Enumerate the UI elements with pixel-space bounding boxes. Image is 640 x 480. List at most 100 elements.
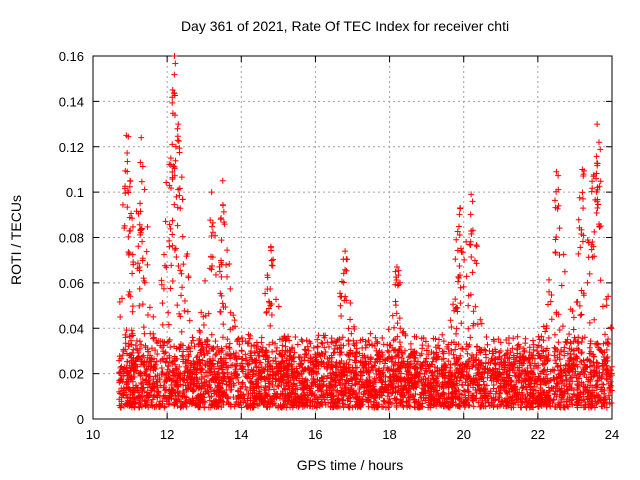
data-point — [518, 359, 525, 366]
data-point — [456, 262, 463, 269]
data-point — [596, 223, 603, 230]
data-point — [183, 386, 190, 393]
data-point — [552, 403, 559, 410]
data-point — [391, 347, 398, 354]
data-point — [123, 132, 130, 139]
data-point — [341, 390, 348, 397]
data-point — [377, 377, 384, 384]
data-point — [139, 376, 146, 383]
data-point — [423, 355, 430, 362]
data-point — [317, 384, 324, 391]
data-point — [502, 351, 509, 358]
data-point — [567, 340, 574, 347]
data-point — [309, 367, 316, 374]
data-point — [290, 380, 297, 387]
data-point — [202, 312, 209, 319]
data-point — [236, 341, 243, 348]
data-point — [156, 376, 163, 383]
data-point — [607, 378, 614, 385]
data-point — [340, 360, 347, 367]
data-point — [565, 403, 572, 410]
data-point — [577, 389, 584, 396]
data-point — [387, 386, 394, 393]
data-point — [345, 338, 352, 345]
data-point — [556, 327, 563, 334]
data-point — [139, 255, 146, 262]
data-point — [556, 251, 563, 258]
data-point — [578, 349, 585, 356]
data-point — [349, 377, 356, 384]
data-point — [384, 347, 391, 354]
data-point — [196, 403, 203, 410]
data-point — [180, 261, 187, 268]
data-point — [595, 344, 602, 351]
data-point — [341, 363, 348, 370]
data-point — [607, 384, 614, 391]
data-point — [376, 365, 383, 372]
data-point — [512, 372, 519, 379]
data-point — [485, 399, 492, 406]
data-point — [361, 352, 368, 359]
data-point — [131, 404, 138, 411]
data-point — [465, 302, 472, 309]
data-point — [208, 401, 215, 408]
data-point — [154, 351, 161, 358]
data-point — [282, 343, 289, 350]
data-point — [269, 375, 276, 382]
data-point — [556, 370, 563, 377]
data-point — [468, 231, 475, 238]
data-point — [578, 368, 585, 375]
data-point — [308, 390, 315, 397]
data-point — [403, 370, 410, 377]
data-point — [589, 239, 596, 246]
data-point — [540, 347, 547, 354]
data-point — [265, 386, 272, 393]
data-point — [560, 398, 567, 405]
data-point — [447, 317, 454, 324]
data-point — [285, 362, 292, 369]
data-point — [273, 296, 280, 303]
data-point — [136, 221, 143, 228]
data-point — [177, 344, 184, 351]
data-point — [490, 336, 497, 343]
x-tick-label: 10 — [86, 427, 100, 442]
data-point — [584, 356, 591, 363]
data-point — [608, 372, 615, 379]
data-point — [139, 385, 146, 392]
data-point — [138, 134, 145, 141]
data-point — [140, 324, 147, 331]
data-point — [406, 353, 413, 360]
data-point — [194, 353, 201, 360]
data-point — [169, 217, 176, 224]
data-point — [430, 335, 437, 342]
data-point — [211, 368, 218, 375]
data-point — [173, 366, 180, 373]
data-point — [558, 378, 565, 385]
data-point — [184, 251, 191, 258]
data-point — [541, 398, 548, 405]
data-point — [478, 390, 485, 397]
data-point — [536, 396, 543, 403]
data-point — [248, 379, 255, 386]
data-point — [211, 390, 218, 397]
data-point — [340, 279, 347, 286]
data-point — [403, 398, 410, 405]
data-point — [173, 253, 180, 260]
data-point — [367, 354, 374, 361]
data-point — [469, 227, 476, 234]
data-point — [158, 281, 165, 288]
data-point — [484, 365, 491, 372]
data-point — [477, 316, 484, 323]
data-point — [250, 367, 257, 374]
data-point — [595, 201, 602, 208]
data-point — [176, 149, 183, 156]
data-point — [455, 274, 462, 281]
data-point — [139, 381, 146, 388]
y-tick-label: 0.12 — [59, 140, 84, 155]
data-point — [390, 362, 397, 369]
data-point — [401, 347, 408, 354]
data-point — [447, 361, 454, 368]
data-point — [418, 350, 425, 357]
data-point — [345, 404, 352, 411]
data-point — [214, 360, 221, 367]
